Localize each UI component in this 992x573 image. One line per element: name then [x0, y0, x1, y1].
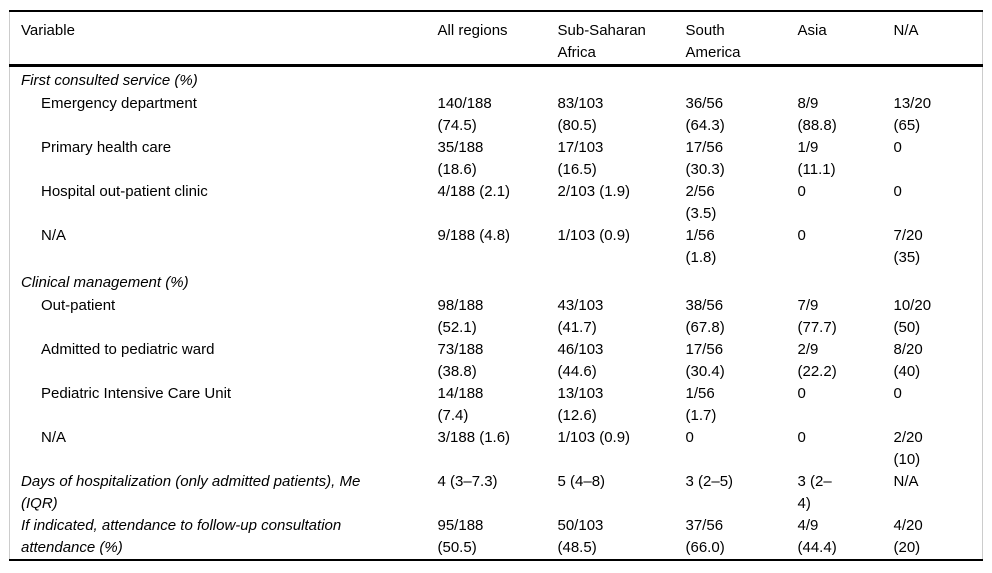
- results-table: Variable All regions Sub-Saharan Africa Sout…: [9, 10, 983, 561]
- value-cell: 14/188 (7.4): [437, 385, 484, 424]
- row-label: N/A: [41, 429, 67, 446]
- row-label: Days of hospitalization (only admitted p…: [21, 473, 361, 512]
- value-cell: 13/20 (65): [893, 95, 932, 134]
- table-row: Emergency department 140/188 (74.5) 83/103…: [10, 93, 983, 137]
- table-row: If indicated, attendance to follow-up co…: [10, 515, 983, 560]
- value-cell: 95/188 (50.5): [437, 517, 484, 556]
- value-cell: 2/56 (3.5): [685, 183, 717, 222]
- value-cell: 73/188 (38.8): [437, 341, 484, 380]
- value-cell: 0: [893, 139, 902, 156]
- value-cell: 0: [797, 429, 806, 446]
- column-header-na: N/A: [894, 11, 983, 66]
- section-row: First consulted service (%): [10, 66, 983, 94]
- column-header-line: Sub-Saharan: [557, 22, 646, 39]
- row-label: Primary health care: [41, 139, 172, 156]
- value-cell: 2/9 (22.2): [797, 341, 837, 380]
- value-cell: 5 (4–8): [557, 473, 606, 490]
- value-cell: 0: [797, 385, 806, 402]
- table-row: Primary health care 35/188 (18.6) 17/103 (…: [10, 137, 983, 181]
- value-cell: 37/56 (66.0): [685, 517, 725, 556]
- value-cell: 98/188 (52.1): [437, 297, 484, 336]
- value-cell: 2/20 (10): [893, 429, 923, 468]
- value-cell: 0: [797, 183, 806, 200]
- value-cell: 4/188 (2.1): [437, 183, 511, 200]
- page-background: Variable All regions Sub-Saharan Africa Sout…: [9, 10, 992, 561]
- value-cell: 17/56 (30.4): [685, 341, 725, 380]
- value-cell: 35/188 (18.6): [437, 139, 484, 178]
- value-cell: 1/9 (11.1): [797, 139, 836, 178]
- section-label: First consulted service (%): [21, 72, 198, 89]
- row-label: N/A: [41, 227, 67, 244]
- value-cell: 1/56 (1.7): [685, 385, 717, 424]
- column-header-line: Africa: [557, 44, 596, 61]
- column-header-all-regions: All regions: [438, 11, 558, 66]
- value-cell: 83/103 (80.5): [557, 95, 604, 134]
- section-label: Clinical management (%): [21, 274, 189, 291]
- value-cell: 9/188 (4.8): [437, 227, 511, 244]
- value-cell: 36/56 (64.3): [685, 95, 725, 134]
- value-cell: 3 (2–5): [685, 473, 734, 490]
- column-header-line: America: [685, 44, 741, 61]
- value-cell: 17/103 (16.5): [557, 139, 604, 178]
- column-header-variable: Variable: [10, 11, 438, 66]
- column-header-line: South: [685, 22, 725, 39]
- value-cell: 4/20 (20): [893, 517, 923, 556]
- value-cell: 38/56 (67.8): [685, 297, 725, 336]
- value-cell: 43/103 (41.7): [557, 297, 604, 336]
- value-cell: 0: [797, 227, 806, 244]
- value-cell: 8/20 (40): [893, 341, 923, 380]
- value-cell: 140/188 (74.5): [437, 95, 492, 134]
- column-header-south-america: South America: [686, 11, 798, 66]
- value-cell: 1/103 (0.9): [557, 227, 631, 244]
- value-cell: 0: [893, 385, 902, 402]
- section-row: Clinical management (%): [10, 269, 983, 295]
- column-header-line: Variable: [21, 22, 75, 39]
- value-cell: 8/9 (88.8): [797, 95, 837, 134]
- table-row: Pediatric Intensive Care Unit 14/188 (7.4…: [10, 383, 983, 427]
- table-row: N/A 9/188 (4.8) 1/103 (0.9) 1/56 (1.8) 0 7/20…: [10, 225, 983, 269]
- column-header-line: Asia: [797, 22, 827, 39]
- value-cell: N/A: [893, 473, 919, 490]
- value-cell: 4 (3–7.3): [437, 473, 498, 490]
- value-cell: 10/20 (50): [893, 297, 932, 336]
- value-cell: 3 (2–4): [797, 473, 832, 512]
- table-row: Admitted to pediatric ward 73/188 (38.8) 4…: [10, 339, 983, 383]
- row-label: If indicated, attendance to follow-up co…: [21, 517, 342, 556]
- value-cell: 0: [893, 183, 902, 200]
- value-cell: 4/9 (44.4): [797, 517, 837, 556]
- table-row: Out-patient 98/188 (52.1) 43/103 (41.7) 38/…: [10, 295, 983, 339]
- value-cell: 0: [685, 429, 694, 446]
- table-row: Days of hospitalization (only admitted p…: [10, 471, 983, 515]
- value-cell: 7/9 (77.7): [797, 297, 837, 336]
- column-header-sub-saharan-africa: Sub-Saharan Africa: [558, 11, 686, 66]
- row-label: Hospital out-patient clinic: [41, 183, 208, 200]
- table-header-row: Variable All regions Sub-Saharan Africa Sout…: [9, 11, 983, 66]
- value-cell: 2/103 (1.9): [557, 183, 631, 200]
- value-cell: 1/56 (1.8): [685, 227, 717, 266]
- value-cell: 13/103 (12.6): [557, 385, 604, 424]
- value-cell: 3/188 (1.6): [437, 429, 511, 446]
- row-label: Emergency department: [41, 95, 197, 112]
- value-cell: 7/20 (35): [893, 227, 923, 266]
- table-row: Hospital out-patient clinic 4/188 (2.1) 2/…: [10, 181, 983, 225]
- value-cell: 17/56 (30.3): [685, 139, 725, 178]
- column-header-line: All regions: [437, 22, 508, 39]
- value-cell: 1/103 (0.9): [557, 429, 631, 446]
- table-row: N/A 3/188 (1.6) 1/103 (0.9) 0 0 2/20 (10): [10, 427, 983, 471]
- value-cell: 46/103 (44.6): [557, 341, 604, 380]
- value-cell: 50/103 (48.5): [557, 517, 604, 556]
- row-label: Pediatric Intensive Care Unit: [41, 385, 232, 402]
- row-label: Admitted to pediatric ward: [41, 341, 215, 358]
- table-body: First consulted service (%) Emergency dep…: [10, 66, 983, 561]
- row-label: Out-patient: [41, 297, 116, 314]
- column-header-asia: Asia: [798, 11, 894, 66]
- column-header-line: N/A: [893, 22, 919, 39]
